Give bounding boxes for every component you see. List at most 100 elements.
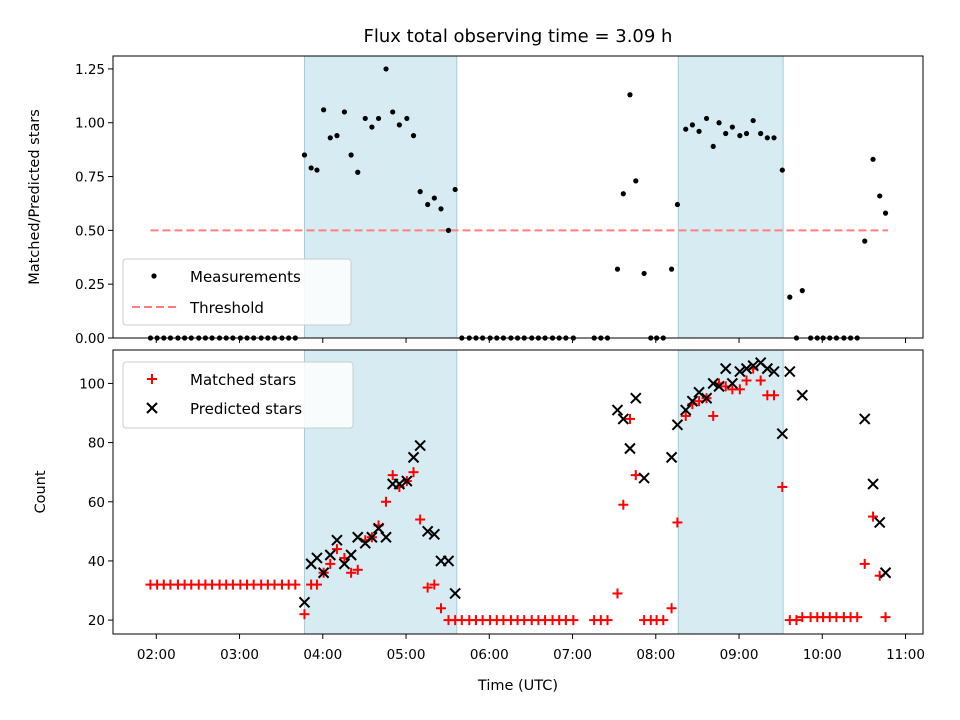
legend-threshold-label: Threshold bbox=[189, 299, 264, 317]
matched-star-point bbox=[672, 517, 683, 528]
predicted-star-point bbox=[713, 380, 725, 393]
measurement-point bbox=[452, 186, 458, 193]
predicted-star-point bbox=[317, 567, 330, 579]
top-shaded-span bbox=[677, 55, 784, 339]
measurement-point bbox=[425, 201, 431, 208]
matched-stars-points bbox=[145, 363, 891, 626]
top-legend-box bbox=[122, 258, 352, 326]
matched-star-point bbox=[568, 615, 579, 626]
top-y-tick-label: 0.75 bbox=[75, 170, 105, 186]
measurement-point bbox=[633, 178, 639, 184]
predicted-star-point bbox=[611, 404, 624, 416]
matched-star-point bbox=[290, 579, 301, 590]
matched-star-point bbox=[868, 511, 879, 522]
predicted-star-point bbox=[700, 392, 713, 404]
matched-star-point bbox=[325, 558, 336, 569]
predicted-star-point bbox=[449, 587, 461, 600]
measurement-point bbox=[689, 122, 696, 128]
predicted-star-point bbox=[311, 552, 323, 564]
top-legend: Measurements Threshold bbox=[122, 258, 352, 326]
predicted-star-point bbox=[859, 413, 871, 425]
top-y-tick-label: 1.00 bbox=[75, 116, 105, 132]
matched-star-point bbox=[680, 410, 691, 421]
top-y-tick-label: 1.25 bbox=[75, 62, 105, 78]
measurement-point bbox=[758, 130, 764, 137]
predicted-star-point bbox=[638, 472, 650, 484]
x-tick-label: 03:00 bbox=[220, 647, 259, 663]
predicted-star-point bbox=[740, 362, 753, 375]
measurement-point bbox=[729, 124, 735, 130]
measurement-point bbox=[369, 124, 375, 130]
x-tick-label: 09:00 bbox=[720, 647, 759, 663]
matched-star-point bbox=[880, 612, 891, 623]
matched-star-point bbox=[734, 384, 745, 395]
matched-star-point bbox=[381, 496, 392, 507]
matched-star-point bbox=[658, 615, 669, 626]
matched-star-point bbox=[630, 470, 641, 481]
predicted-star-point bbox=[366, 531, 378, 543]
predicted-star-point bbox=[768, 365, 780, 378]
matched-star-point bbox=[755, 375, 766, 386]
predicted-star-point bbox=[324, 549, 336, 561]
x-tick-label: 05:00 bbox=[387, 647, 426, 663]
matched-star-point bbox=[408, 467, 419, 478]
legend-measurements-marker bbox=[151, 273, 157, 279]
measurement-point bbox=[620, 191, 626, 197]
measurement-point bbox=[341, 109, 348, 115]
predicted-stars-points bbox=[298, 357, 892, 609]
bottom-x-ticks: 02:00 03:00 04:00 05:00 06:00 07:00 08:00 09:00… bbox=[137, 634, 925, 663]
predicted-star-point bbox=[428, 528, 441, 541]
measurement-point bbox=[396, 122, 402, 128]
bottom-panel: 20 40 60 80 100 02:00 03:00 04:00 05:00 06:00 07:… bbox=[33, 349, 925, 694]
top-x-ticks bbox=[155, 338, 907, 343]
matched-star-point bbox=[768, 390, 779, 401]
matched-star-point bbox=[352, 564, 363, 575]
measurement-point bbox=[779, 167, 785, 173]
matched-star-point bbox=[422, 582, 433, 593]
legend-predicted-marker bbox=[146, 402, 158, 414]
matched-star-point bbox=[624, 413, 635, 424]
measurement-point bbox=[771, 135, 777, 141]
predicted-star-point bbox=[352, 531, 364, 543]
predicted-star-point bbox=[345, 549, 357, 561]
predicted-star-point bbox=[867, 478, 879, 490]
measurement-point bbox=[375, 115, 382, 122]
predicted-star-point bbox=[726, 377, 739, 390]
bottom-y-tick-label: 80 bbox=[88, 436, 105, 452]
predicted-star-point bbox=[421, 525, 434, 538]
x-tick-label: 08:00 bbox=[636, 647, 675, 663]
predicted-star-point bbox=[665, 451, 678, 464]
predicted-star-point bbox=[393, 478, 406, 490]
matched-star-point bbox=[741, 375, 752, 386]
x-tick-label: 04:00 bbox=[303, 647, 342, 663]
legend-matched-label: Matched stars bbox=[190, 371, 296, 389]
bottom-y-ticks: 20 40 60 80 100 bbox=[79, 376, 113, 629]
measurement-point bbox=[355, 169, 361, 175]
measurement-point bbox=[314, 167, 320, 173]
measurement-point bbox=[614, 266, 621, 272]
predicted-star-point bbox=[414, 439, 426, 452]
predicted-star-point bbox=[630, 392, 642, 404]
predicted-star-point bbox=[874, 516, 886, 529]
measurement-point bbox=[445, 227, 452, 233]
x-tick-label: 02:00 bbox=[137, 647, 176, 663]
predicted-star-point bbox=[784, 365, 796, 378]
bottom-y-tick-label: 20 bbox=[88, 613, 105, 629]
top-panel: 0.00 0.25 0.50 0.75 1.00 1.25 Matched/Predict… bbox=[27, 55, 924, 347]
predicted-star-point bbox=[761, 362, 774, 375]
measurement-point bbox=[877, 193, 883, 199]
measurement-point bbox=[438, 206, 444, 212]
predicted-star-point bbox=[680, 404, 692, 416]
matched-star-point bbox=[435, 603, 446, 614]
measurement-point bbox=[764, 135, 770, 141]
measurement-point bbox=[308, 165, 314, 171]
matched-star-point bbox=[602, 615, 613, 626]
measurement-point bbox=[703, 115, 710, 122]
x-tick-label: 11:00 bbox=[886, 647, 925, 663]
measurement-point bbox=[750, 117, 756, 124]
measurement-point bbox=[743, 130, 750, 137]
predicted-star-point bbox=[879, 567, 892, 579]
matched-star-point bbox=[791, 615, 802, 626]
predicted-star-point bbox=[686, 395, 699, 407]
measurement-point bbox=[787, 294, 793, 300]
